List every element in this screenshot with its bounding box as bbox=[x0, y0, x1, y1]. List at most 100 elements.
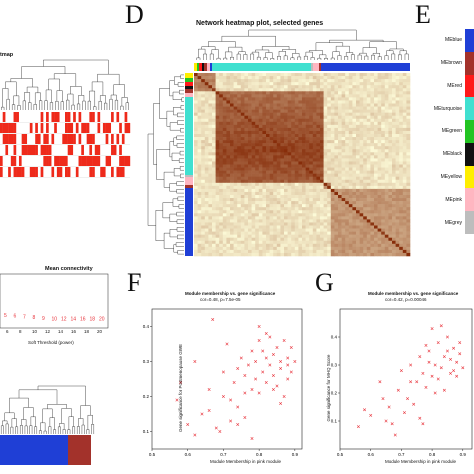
legend-swatch bbox=[465, 211, 474, 234]
scatter-point bbox=[264, 356, 268, 360]
scatter-point bbox=[452, 369, 456, 373]
scatter-point bbox=[257, 324, 261, 329]
legend-item-meturquoise: MEturquoise bbox=[430, 97, 474, 121]
legend-label: MEturquoise bbox=[433, 105, 462, 112]
legend-item-megreen: MEgreen bbox=[430, 120, 474, 143]
scatter-point bbox=[279, 359, 283, 364]
scatter-point bbox=[436, 377, 440, 381]
scatter-point bbox=[286, 377, 290, 381]
scatter-point bbox=[268, 335, 272, 339]
panel-a-trait-heatmap bbox=[0, 112, 131, 178]
module-color-segment bbox=[212, 63, 311, 71]
scatter-point bbox=[186, 422, 190, 427]
module-color-segment bbox=[199, 63, 202, 71]
panel-a-dendrogram bbox=[1, 59, 129, 110]
scatter-point bbox=[436, 341, 440, 345]
scatter-point bbox=[207, 387, 211, 392]
panel-b-point-label: 20 bbox=[99, 317, 105, 323]
x-tick-label: 0.6 bbox=[185, 452, 192, 457]
scatter-point bbox=[289, 370, 293, 374]
scatter-point bbox=[179, 380, 183, 385]
heatmap-cells bbox=[194, 73, 411, 257]
y-tick-label: 0.3 bbox=[143, 359, 150, 364]
scatter-point bbox=[409, 380, 413, 384]
scatter-point bbox=[268, 363, 272, 367]
scatter-point bbox=[445, 335, 449, 339]
scatter-point bbox=[243, 415, 247, 420]
scatter-point bbox=[254, 377, 258, 381]
scatter-point bbox=[458, 341, 462, 345]
legend-item-meyellow: MEyellow bbox=[430, 165, 474, 189]
legend-item-mebrown: MEbrown bbox=[430, 51, 474, 75]
panel-g-subtitle: cor=0.42, p=0.00046 bbox=[385, 297, 427, 302]
scatter-point bbox=[243, 391, 247, 395]
scatter-point bbox=[430, 327, 434, 331]
scatter-point bbox=[271, 352, 275, 357]
scatter-point bbox=[250, 436, 254, 441]
module-color-segment bbox=[185, 73, 193, 79]
scatter-point bbox=[264, 331, 268, 336]
scatter-point bbox=[427, 360, 431, 364]
legend-item-meblack: MEblack bbox=[430, 142, 474, 166]
panel-b-tick-label: 6 bbox=[6, 329, 9, 334]
panel-d-left-tree bbox=[147, 74, 184, 255]
panel-b-point-label: 9 bbox=[42, 316, 45, 322]
panel-b-xlabel: Soft Threshold (power) bbox=[28, 340, 74, 345]
scatter-point bbox=[369, 413, 373, 417]
scatter-point bbox=[293, 359, 297, 364]
panel-b-title: Mean connectivity bbox=[45, 266, 93, 272]
scatter-point bbox=[225, 342, 229, 346]
scatter-point bbox=[243, 373, 247, 378]
panel-c-module-blue bbox=[0, 435, 68, 465]
module-color-segment bbox=[185, 89, 193, 94]
legend-swatch bbox=[465, 29, 474, 52]
panel-a-title: tmap bbox=[0, 52, 14, 58]
scatter-point bbox=[275, 384, 279, 388]
y-tick-label: 0.2 bbox=[143, 394, 150, 399]
y-tick-label: 0.1 bbox=[143, 429, 150, 434]
scatter-point bbox=[279, 401, 283, 406]
panel-d-heatmap bbox=[194, 73, 411, 257]
legend-swatch bbox=[465, 142, 474, 166]
scatter-point bbox=[257, 391, 261, 395]
legend-swatch bbox=[465, 51, 474, 75]
scatter-point bbox=[289, 345, 293, 350]
module-color-segment bbox=[185, 78, 193, 83]
module-color-segment bbox=[185, 85, 193, 90]
scatter-point bbox=[421, 422, 425, 426]
scatter-point bbox=[442, 355, 446, 359]
scatter-point bbox=[455, 374, 459, 378]
panel-f-subtitle: cor=0.48, p=7.5e-05 bbox=[200, 297, 241, 302]
legend-label: MEgrey bbox=[444, 219, 462, 226]
module-color-segment bbox=[194, 63, 198, 71]
scatter-point bbox=[455, 360, 459, 364]
legend-item-mepink: MEpink bbox=[430, 188, 474, 212]
y-tick-label: 0.1 bbox=[331, 419, 338, 424]
plot-frame bbox=[339, 308, 473, 450]
panel-c-dendrogram bbox=[0, 385, 95, 434]
panel-b-point-label: 8 bbox=[33, 315, 36, 321]
scatter-point bbox=[387, 405, 391, 409]
module-color-segment bbox=[185, 82, 193, 86]
panel-letter-f: F bbox=[127, 268, 142, 297]
scatter-point bbox=[390, 422, 394, 426]
panel-b-point-label: 14 bbox=[71, 317, 77, 323]
x-tick-label: 0.5 bbox=[149, 452, 156, 457]
scatter-point bbox=[261, 349, 265, 353]
panel-b-frame bbox=[0, 273, 109, 329]
scatter-point bbox=[221, 370, 225, 374]
panel-d-top-dendrogram bbox=[196, 29, 409, 60]
module-color-segment bbox=[312, 63, 320, 71]
module-color-segment bbox=[185, 93, 193, 97]
panel-f-ylabel: Gene significance for Postmenopause GWE bbox=[178, 343, 183, 433]
scatter-point bbox=[448, 357, 453, 361]
scatter-point bbox=[211, 317, 215, 322]
panel-b-connectivity-plot: 5 6 7 8 9 10 12 14 16 18 20 bbox=[0, 273, 109, 329]
scatter-point bbox=[236, 422, 240, 427]
scatter-point bbox=[236, 366, 240, 371]
scatter-point bbox=[433, 363, 437, 367]
x-tick-label: 0.9 bbox=[292, 452, 299, 457]
scatter-point bbox=[193, 433, 197, 437]
module-color-segment bbox=[185, 175, 193, 178]
x-tick-label: 0.8 bbox=[256, 452, 263, 457]
